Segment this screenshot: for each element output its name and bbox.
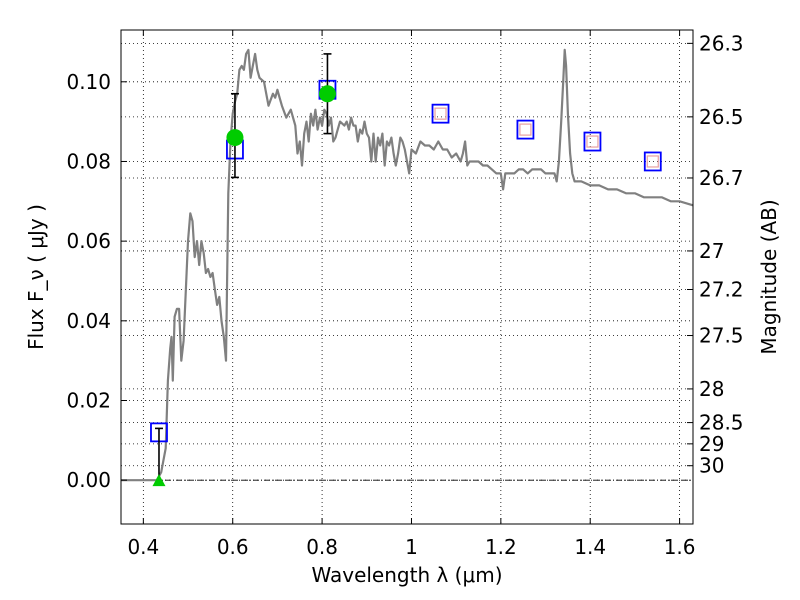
y-tick-label: 0.02 bbox=[66, 389, 111, 413]
observed-square-marker bbox=[519, 123, 532, 136]
x-tick-label: 0.6 bbox=[217, 535, 249, 559]
y2-tick-label: 28.5 bbox=[699, 411, 744, 435]
x-tick-label: 1.6 bbox=[664, 535, 696, 559]
y2-tick-label: 30 bbox=[699, 454, 724, 478]
y2-axis-title: Magnitude (AB) bbox=[757, 199, 781, 354]
x-tick-label: 0.8 bbox=[306, 535, 338, 559]
detection-marker bbox=[318, 85, 336, 103]
observed-square-marker bbox=[434, 107, 447, 120]
model-square-marker bbox=[431, 103, 450, 124]
x-tick-label: 1.4 bbox=[574, 535, 606, 559]
series-layer bbox=[121, 48, 694, 482]
y-tick-label: 0.10 bbox=[66, 70, 111, 94]
nondetection-triangle-marker bbox=[152, 474, 166, 487]
grid-lines bbox=[121, 30, 693, 524]
y-tick-label: 0.08 bbox=[66, 149, 111, 173]
x-tick-label: 1 bbox=[405, 535, 418, 559]
marker-layer bbox=[150, 53, 662, 487]
y2-tick-label: 26.7 bbox=[699, 166, 744, 190]
x-tick-label: 1.2 bbox=[485, 535, 517, 559]
y2-tick-label: 29 bbox=[699, 432, 724, 456]
y-tick-label: 0.04 bbox=[66, 309, 111, 333]
y-tick-label: 0.06 bbox=[66, 229, 111, 253]
y-axis-title: Flux F_ν ( μJy ) bbox=[24, 204, 48, 350]
y2-tick-label: 26.3 bbox=[699, 31, 744, 55]
y2-tick-label: 28 bbox=[699, 377, 724, 401]
x-axis-title: Wavelength λ (μm) bbox=[311, 563, 502, 587]
axis-ticks: 0.4 0.6 0.8 1 1.2 1.4 1.6 0.00 0.02 0.04 0.06 0.08 0… bbox=[66, 30, 744, 559]
detection-marker bbox=[226, 129, 244, 147]
y2-tick-label: 26.5 bbox=[699, 105, 744, 129]
y2-tick-label: 27 bbox=[699, 239, 724, 263]
plot-frame bbox=[120, 29, 694, 525]
model-square-marker bbox=[516, 119, 535, 140]
observed-square-marker bbox=[646, 155, 659, 168]
model-square-marker bbox=[643, 151, 662, 172]
y-tick-label: 0.00 bbox=[66, 468, 111, 492]
y2-tick-label: 27.2 bbox=[699, 277, 744, 301]
x-tick-label: 0.4 bbox=[127, 535, 159, 559]
model-square-marker bbox=[583, 131, 602, 152]
spectrum-line bbox=[121, 48, 694, 482]
y2-tick-label: 27.5 bbox=[699, 324, 744, 348]
observed-square-marker bbox=[586, 135, 599, 148]
